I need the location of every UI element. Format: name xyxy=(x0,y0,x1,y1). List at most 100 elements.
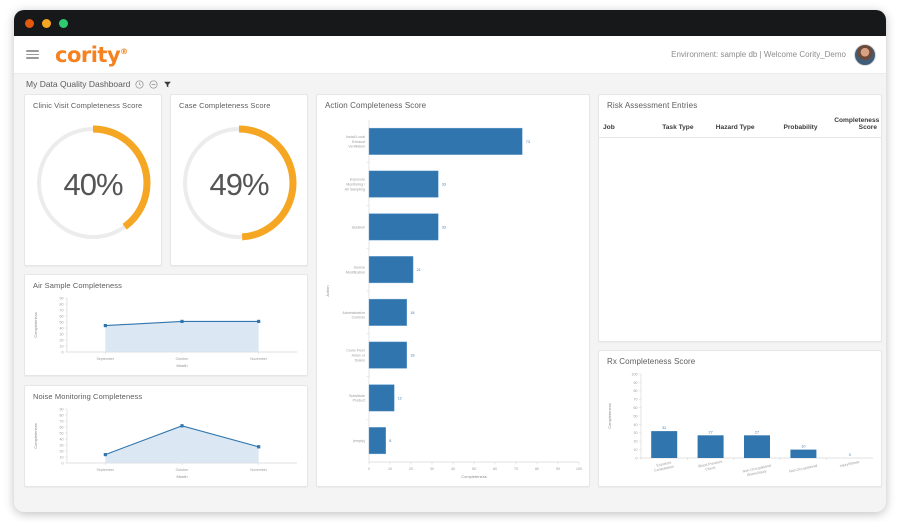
x-tick-label: 50 xyxy=(472,467,476,471)
col-probability[interactable]: Probability xyxy=(779,110,831,138)
col-hazard-type[interactable]: Hazard Type xyxy=(711,110,780,138)
y-tick-label: Monitoring / xyxy=(346,183,365,187)
x-axis-title: Month xyxy=(176,474,187,479)
bar-value: 8 xyxy=(389,439,391,443)
card-title: Rx Completeness Score xyxy=(607,357,696,366)
card-air-sample-completeness[interactable]: Air Sample Completeness 0 10 20 30 40 50 60 70 8… xyxy=(24,274,308,376)
card-title: Air Sample Completeness xyxy=(33,281,123,290)
bar[interactable] xyxy=(368,427,386,455)
col-completeness-score[interactable]: Completeness Score xyxy=(830,110,881,138)
x-tick-label: Consultation xyxy=(654,465,674,473)
card-case-completeness[interactable]: Case Completeness Score 49% xyxy=(170,94,308,266)
y-tick-label: Holes or xyxy=(352,354,366,358)
hamburger-icon[interactable] xyxy=(26,50,39,59)
y-tick-label: Isolation xyxy=(352,225,365,229)
y-tick-label: 100 xyxy=(632,372,638,376)
x-tick-label: 30 xyxy=(430,467,434,471)
bar[interactable] xyxy=(651,431,678,458)
bar[interactable] xyxy=(697,435,724,458)
y-tick-label: 10 xyxy=(60,455,64,459)
y-tick-label: 60 xyxy=(60,425,64,429)
bar[interactable] xyxy=(790,449,817,458)
x-tick-label: Exposure xyxy=(656,460,672,467)
x-axis-title: Month xyxy=(176,363,187,368)
x-tick-label: 80 xyxy=(535,467,539,471)
card-risk-assessment-entries[interactable]: Risk Assessment Entries Job Task Type Ha… xyxy=(598,94,882,342)
data-point[interactable] xyxy=(180,319,184,323)
maximize-button[interactable] xyxy=(59,18,68,28)
bar[interactable] xyxy=(368,341,407,369)
y-tick-label: Modification xyxy=(346,270,365,274)
card-title: Risk Assessment Entries xyxy=(607,101,698,110)
x-tick-label: Non-Occupational xyxy=(789,464,818,474)
bar-value: 33 xyxy=(442,225,446,229)
x-tick-label: 100 xyxy=(576,467,582,471)
table-header-row: Job Task Type Hazard Type Probability Co… xyxy=(599,110,881,138)
y-tick-label: Administrative xyxy=(342,311,365,315)
bar-value: 73 xyxy=(526,140,530,144)
minus-circle-icon[interactable] xyxy=(149,80,158,89)
data-point[interactable] xyxy=(103,453,107,457)
chart-noise-monitoring[interactable]: 0 10 20 30 40 50 60 70 80 90 September October Novem… xyxy=(25,401,308,485)
bar[interactable] xyxy=(368,384,395,412)
y-tick-label: 70 xyxy=(60,308,64,312)
col-job[interactable]: Job xyxy=(599,110,659,138)
bar[interactable] xyxy=(744,435,770,458)
y-tick-label: 10 xyxy=(60,344,64,348)
chart-rx-completeness[interactable]: 010203040506070809010032ExposureConsulta… xyxy=(599,366,882,486)
x-tick-label: 90 xyxy=(556,467,560,471)
bar[interactable] xyxy=(368,127,523,155)
breadcrumb: My Data Quality Dashboard xyxy=(14,74,886,94)
gauge-donut xyxy=(35,125,151,241)
data-point[interactable] xyxy=(180,424,184,428)
card-clinic-visit-completeness[interactable]: Clinic Visit Completeness Score 40% xyxy=(24,94,162,266)
minimize-button[interactable] xyxy=(42,18,51,28)
y-tick-label: Exposure xyxy=(350,178,365,182)
y-tick-label: 0 xyxy=(636,456,638,460)
x-tick-label: Check xyxy=(705,466,716,472)
card-title: Case Completeness Score xyxy=(179,101,271,110)
bar[interactable] xyxy=(368,256,414,284)
y-tick-label: 10 xyxy=(634,448,638,452)
bar-value: 21 xyxy=(417,268,421,272)
y-tick-label: Cover Floor xyxy=(346,349,366,353)
y-tick-label: 0 xyxy=(62,461,64,465)
x-tick-label: Blood Pressure xyxy=(698,460,723,469)
y-tick-label: 50 xyxy=(60,431,64,435)
x-tick-label: Injury/Illness xyxy=(839,460,860,468)
card-rx-completeness[interactable]: Rx Completeness Score 0 10 20 30 40 50 60 70 80 9… xyxy=(598,350,882,487)
gauge-value: 40% xyxy=(63,167,123,202)
data-point[interactable] xyxy=(257,445,261,449)
card-noise-monitoring-completeness[interactable]: Noise Monitoring Completeness 0 10 20 30 40 5… xyxy=(24,385,308,487)
card-action-completeness[interactable]: Action Completeness Score 73 Install Loca… xyxy=(316,94,590,487)
page-title: My Data Quality Dashboard xyxy=(26,79,131,89)
y-axis-title: Completeness xyxy=(607,403,612,429)
x-tick-label: October xyxy=(176,357,190,361)
x-tick-label: October xyxy=(176,468,190,472)
bar[interactable] xyxy=(368,213,439,241)
y-tick-label: 80 xyxy=(60,413,64,417)
x-axis-title: Completeness xyxy=(461,474,487,479)
avatar[interactable] xyxy=(854,43,876,66)
chart-air-sample[interactable]: 0 10 20 30 40 50 60 70 80 90 September October Novem… xyxy=(25,290,308,374)
x-tick-label: September xyxy=(97,468,115,472)
bar[interactable] xyxy=(368,170,439,198)
x-tick-label: 40 xyxy=(451,467,455,471)
bar[interactable] xyxy=(368,298,407,326)
data-point[interactable] xyxy=(103,324,107,328)
brand-mark: ® xyxy=(120,46,128,56)
data-point[interactable] xyxy=(257,319,261,323)
gauge-donut xyxy=(181,125,297,241)
clock-icon[interactable] xyxy=(135,80,144,89)
y-tick-label: 20 xyxy=(60,338,64,342)
y-axis-title: Completeness xyxy=(33,423,38,449)
y-tick-label: 50 xyxy=(60,320,64,324)
y-tick-label: 30 xyxy=(60,332,64,336)
filter-icon[interactable] xyxy=(163,80,172,89)
col-task-type[interactable]: Task Type xyxy=(658,110,712,138)
y-tick-label: Controls xyxy=(352,316,366,320)
close-button[interactable] xyxy=(25,18,34,28)
x-tick-label: November xyxy=(250,357,267,361)
header-right: Environment: sample db | Welcome Cority_… xyxy=(671,43,876,66)
